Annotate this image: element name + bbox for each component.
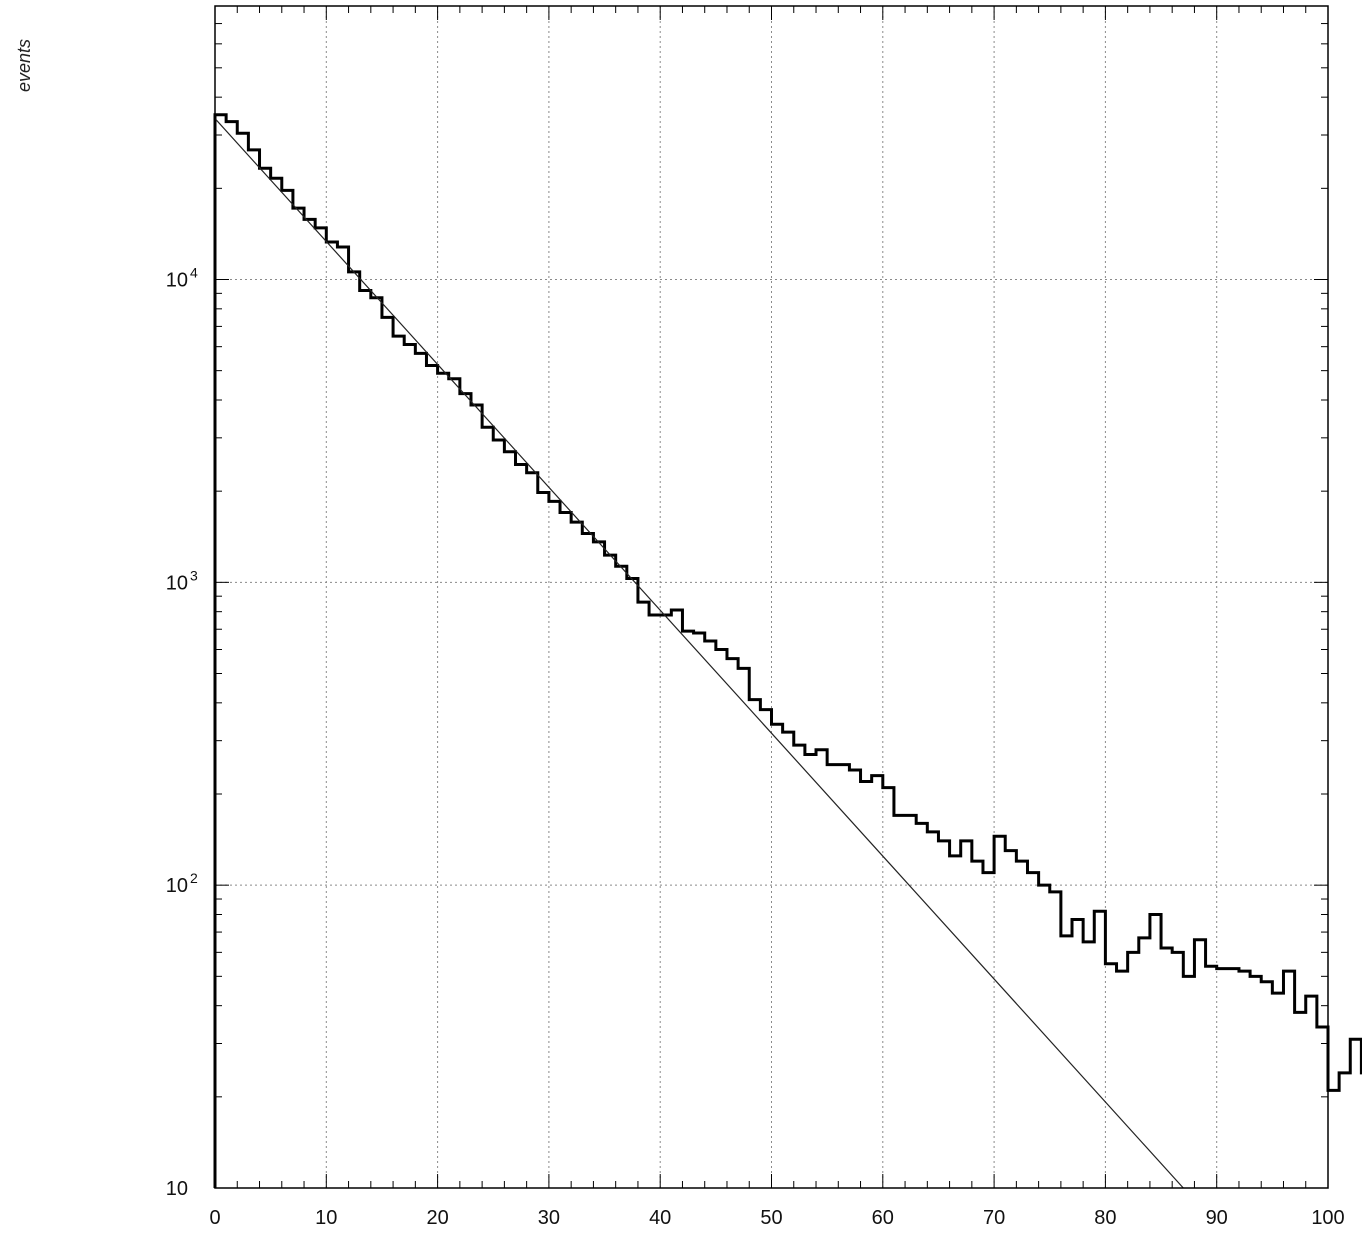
y-tick-label: 10 xyxy=(166,1178,188,1200)
histogram-series xyxy=(213,113,1362,1188)
x-tick-label: 70 xyxy=(983,1207,1005,1229)
x-tick-label: 100 xyxy=(1311,1207,1344,1229)
y-axis-title: events xyxy=(8,10,36,100)
x-tick-label: 20 xyxy=(426,1207,448,1229)
x-tick-label: 60 xyxy=(872,1207,894,1229)
y-tick-label: 10 xyxy=(166,269,188,291)
plot-frame xyxy=(214,5,1329,1189)
fit-line xyxy=(214,118,1184,1189)
y-tick-exponent: 4 xyxy=(190,264,198,280)
x-tick-label: 40 xyxy=(649,1207,671,1229)
x-tick-label: 50 xyxy=(760,1207,782,1229)
x-tick-label: 80 xyxy=(1094,1207,1116,1229)
y-tick-label: 10 xyxy=(166,875,188,897)
x-tick-label: 90 xyxy=(1206,1207,1228,1229)
x-tick-label: 10 xyxy=(315,1207,337,1229)
y-tick-label: 10 xyxy=(166,572,188,594)
x-tick-label: 0 xyxy=(209,1207,220,1229)
y-tick-exponent: 3 xyxy=(190,567,198,583)
y-axis-title-text: events xyxy=(14,38,34,92)
x-tick-label: 30 xyxy=(538,1207,560,1229)
y-tick-exponent: 2 xyxy=(190,870,198,886)
